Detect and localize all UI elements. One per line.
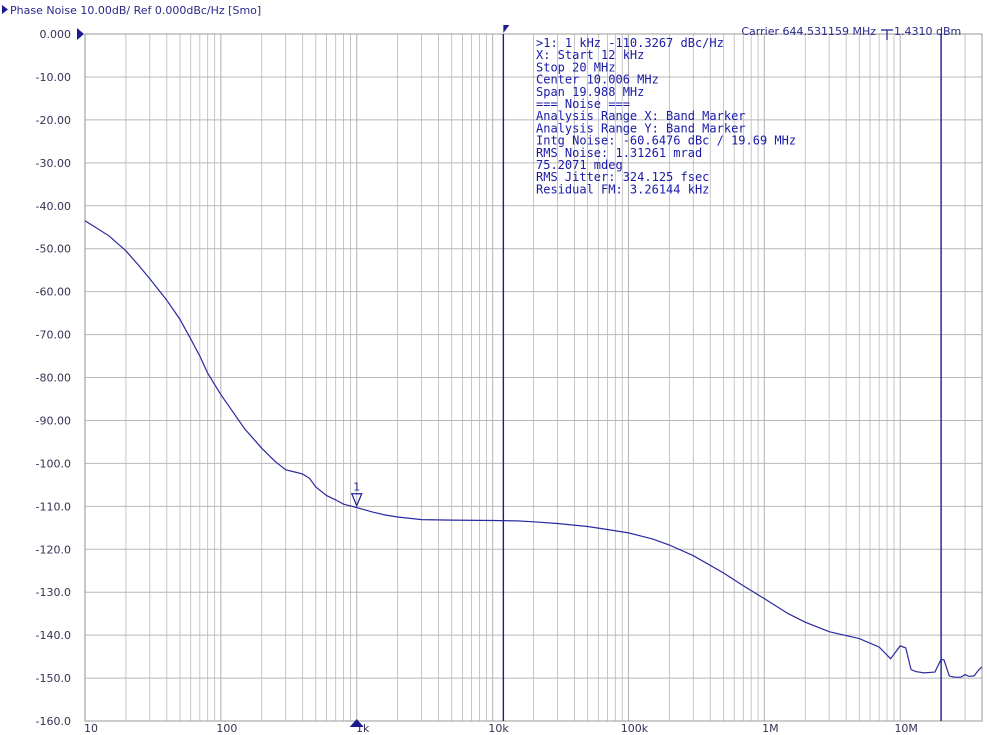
plot-frame [84,33,983,722]
y-tick-label: -140.0 [36,629,71,642]
y-tick-label: -90.00 [36,414,71,427]
phase-noise-trace [84,220,983,678]
y-tick-label: -30.00 [36,157,71,170]
x-tick-label: 10M [894,722,918,735]
x-tick-label: 10 [84,722,98,735]
marker-triangle-icon[interactable] [350,493,363,508]
marker-readout: >1: 1 kHz -110.3267 dBc/Hz X: Start 12 k… [536,36,796,196]
y-tick-label: -120.0 [36,543,71,556]
chart-title: Phase Noise 10.00dB/ Ref 0.000dBc/Hz [Sm… [10,4,261,17]
x-tick-label: 10k [488,722,509,735]
y-tick-label: -40.00 [36,200,71,213]
x-tick-label: 100k [621,722,649,735]
y-tick-label: -110.0 [36,500,71,513]
readout-line: === Noise === [536,97,630,111]
readout-line: >1: 1 kHz -110.3267 dBc/Hz [536,36,724,50]
readout-line: Residual FM: 3.26144 kHz [536,182,709,196]
readout-line: 75.2071 mdeg [536,158,623,172]
y-tick-label: -130.0 [36,586,71,599]
x-tick-label: 100 [216,722,237,735]
readout-line: X: Start 12 kHz [536,48,644,62]
readout-line: Stop 20 MHz [536,60,615,74]
y-tick-label: -50.00 [36,243,71,256]
grid [84,33,983,722]
y-tick-label: -100.0 [36,457,71,470]
y-axis: 0.000 -10.00 -20.00 -30.00 -40.00 -50.00 -60.0… [36,28,71,728]
x-tick-label: 1M [762,722,779,735]
band-start-flag-icon[interactable] [503,25,510,33]
y-tick-label: -10.00 [36,71,71,84]
power-level-icon [881,29,893,40]
readout-line: Span 19.988 MHz [536,85,644,99]
marker-label: 1 [353,481,360,494]
y-tick-label: -20.00 [36,114,71,127]
y-tick-label: -160.0 [36,715,71,728]
readout-line: Center 10.006 MHz [536,73,659,87]
y-tick-label: 0.000 [40,28,72,41]
readout-line: Analysis Range Y: Band Marker [536,121,746,135]
readout-line: RMS Jitter: 324.125 fsec [536,170,709,184]
marker-1[interactable]: 1 [350,481,363,508]
y-tick-label: -150.0 [36,672,71,685]
title-arrow-icon [2,5,8,14]
y-tick-label: -60.00 [36,286,71,299]
band-markers[interactable] [502,25,942,721]
x-axis-marker-icon[interactable] [349,719,364,727]
readout-line: Intg Noise: -60.6476 dBc / 19.69 MHz [536,134,796,148]
y-tick-label: -80.00 [36,372,71,385]
reference-level-icon[interactable] [77,28,84,40]
y-tick-label: -70.00 [36,329,71,342]
readout-line: RMS Noise: 1.31261 mrad [536,146,702,160]
carrier-power: 1.4310 dBm [894,25,961,38]
readout-line: Analysis Range X: Band Marker [536,109,746,123]
x-axis: 10 100 1k 10k 100k 1M 10M [84,722,918,735]
carrier-label: Carrier 644.531159 MHz [741,25,876,38]
